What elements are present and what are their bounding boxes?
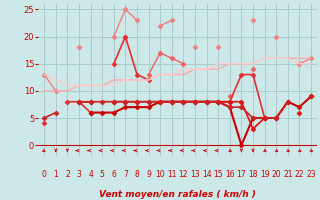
X-axis label: Vent moyen/en rafales ( km/h ): Vent moyen/en rafales ( km/h ) [99, 190, 256, 199]
